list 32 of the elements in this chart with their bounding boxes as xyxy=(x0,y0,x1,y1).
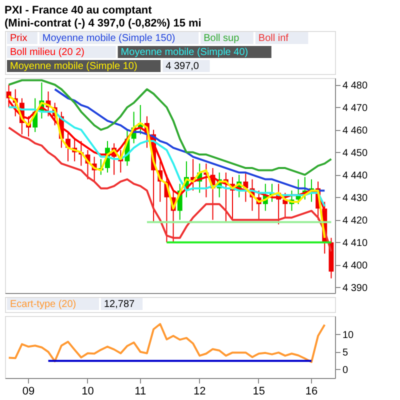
x-tick-label: 15 xyxy=(252,386,265,398)
text: Moyenne mobile (Simple 10) xyxy=(10,61,138,72)
line-series xyxy=(8,323,326,363)
y-tick-label: 4 400 xyxy=(342,260,368,272)
x-tick-label: 11 xyxy=(134,386,146,398)
x-tick-label: 12 xyxy=(193,386,206,398)
x-tick-label: 09 xyxy=(22,386,35,398)
y-tick-label: 4 470 xyxy=(342,102,368,114)
text: Boll sup xyxy=(204,33,240,44)
y-tick-label: 4 420 xyxy=(342,215,368,226)
text: Prix xyxy=(10,33,28,44)
line-series xyxy=(8,79,332,176)
y-tick-label: 4 390 xyxy=(342,282,368,294)
y-tick-label: 0 xyxy=(342,364,348,376)
text: Moyenne mobile (Simple 150) xyxy=(42,33,176,44)
text: Boll inf xyxy=(258,33,289,44)
y-tick-label: 4 480 xyxy=(342,80,368,92)
chart-title: PXI - France 40 au comptant (Mini-contrat (-) 4 397,0 (-0,82%) 15 mi xyxy=(4,4,202,30)
text: Boll milieu (20 2) xyxy=(10,47,84,58)
y-tick-label: 4 410 xyxy=(342,238,368,249)
y-tick-label: 5 xyxy=(342,347,348,358)
text: Ecart-type (20) xyxy=(10,299,76,310)
x-tick-label: 16 xyxy=(305,386,318,398)
text: 4 397,0 xyxy=(166,61,200,72)
text: Moyenne mobile (Simple 40) xyxy=(120,47,248,58)
y-tick-label: 4 450 xyxy=(342,148,368,159)
y-tick-label: 4 430 xyxy=(342,192,368,204)
y-tick-label: 4 440 xyxy=(342,170,368,182)
text: 12,787 xyxy=(104,299,136,310)
y-tick-label: 4 460 xyxy=(342,125,368,136)
x-tick-label: 10 xyxy=(82,386,94,398)
y-tick-label: 10 xyxy=(342,330,354,341)
